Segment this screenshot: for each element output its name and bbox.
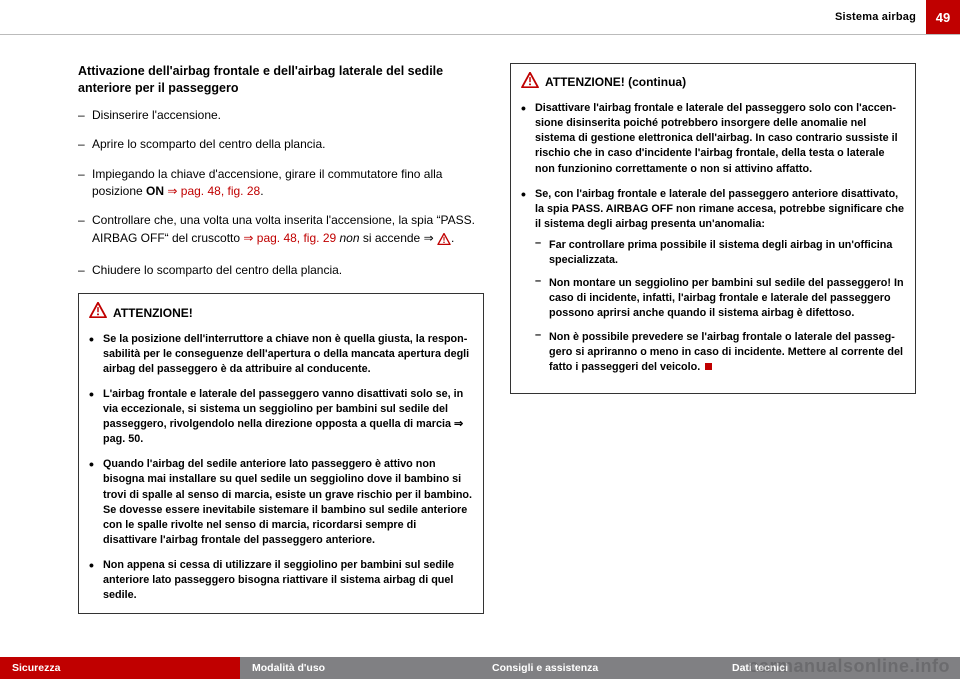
manual-page: Sistema airbag 49 Attivazione dell'airba… <box>0 0 960 679</box>
warning-text: Non è possibile prevedere se l'airbag fr… <box>549 331 903 373</box>
step-item: Impiegando la chiave d'accensione, girar… <box>78 166 484 201</box>
footer-tab-label: Dati tecnici <box>732 662 788 674</box>
step-text: . <box>451 231 454 245</box>
left-column: Attivazione dell'airbag frontale e dell'… <box>78 63 484 651</box>
step-text: Impiegando la chiave d'accensione, girar… <box>92 167 442 198</box>
warning-text: Se, con l'airbag frontale e laterale del… <box>535 188 904 230</box>
page-ref: pag. 48, fig. 28 <box>181 184 260 198</box>
warning-text: . <box>140 433 143 445</box>
step-text: Chiudere lo scomparto del centro della p… <box>92 263 342 277</box>
step-item: Controllare che, una volta una volta ins… <box>78 212 484 250</box>
step-item: Aprire lo scomparto del centro della pla… <box>78 136 484 153</box>
footer-tab-label: Consigli e assistenza <box>492 662 598 674</box>
footer-tab-dati[interactable]: Dati tecnici <box>720 657 960 679</box>
warning-subitem: Non montare un seggiolino per bambini su… <box>535 276 905 321</box>
page-number-badge: 49 <box>926 0 960 34</box>
warning-list: Disattivare l'airbag frontale e laterale… <box>521 101 905 375</box>
warning-text: Non montare un seggiolino per bambini su… <box>549 277 904 319</box>
warning-text: L'airbag frontale e laterale del passegg… <box>103 388 463 430</box>
warning-item: Disattivare l'airbag frontale e laterale… <box>521 101 905 177</box>
step-text: . <box>260 184 263 198</box>
warning-text: Quando l'airbag del sedile anteriore lat… <box>103 458 472 546</box>
warning-text: Se la posizione dell'interruttore a chia… <box>103 333 469 375</box>
step-bold: ON <box>146 184 164 198</box>
warning-text: Far controllare prima possibile il siste… <box>549 239 892 266</box>
warning-subitem: Far controllare prima possibile il siste… <box>535 238 905 268</box>
warning-item: Quando l'airbag del sedile anteriore lat… <box>89 457 473 548</box>
warning-text: Disattivare l'airbag frontale e laterale… <box>535 102 898 174</box>
page-number: 49 <box>936 10 950 25</box>
step-text: Disinserire l'accensione. <box>92 108 221 122</box>
warning-item: L'airbag frontale e laterale del passegg… <box>89 387 473 447</box>
step-item: Chiudere lo scomparto del centro della p… <box>78 262 484 279</box>
content-area: Attivazione dell'airbag frontale e dell'… <box>0 35 960 657</box>
page-ref: pag. 50 <box>103 433 140 445</box>
warning-box: ATTENZIONE! Se la posizione dell'interru… <box>78 293 484 614</box>
step-list: Disinserire l'accensione. Aprire lo scom… <box>78 107 484 280</box>
section-title: Sistema airbag <box>835 11 916 23</box>
page-header: Sistema airbag 49 <box>0 0 960 34</box>
warning-list: Se la posizione dell'interruttore a chia… <box>89 332 473 604</box>
right-column: ATTENZIONE! (continua) Disattivare l'air… <box>510 63 916 651</box>
warning-subitem: Non è possibile prevedere se l'airbag fr… <box>535 330 905 375</box>
subsection-heading: Attivazione dell'airbag frontale e dell'… <box>78 63 484 97</box>
step-italic: non <box>336 231 359 245</box>
step-item: Disinserire l'accensione. <box>78 107 484 124</box>
warning-triangle-icon <box>521 72 539 93</box>
arrow: ⇒ <box>164 184 181 198</box>
step-text: si accende ⇒ <box>360 231 437 245</box>
step-text: Aprire lo scomparto del centro della pla… <box>92 137 325 151</box>
warning-text: Non appena si cessa di utilizzare il seg… <box>103 559 454 601</box>
page-ref: pag. 48, fig. 29 <box>257 231 336 245</box>
warning-triangle-icon <box>437 233 451 250</box>
warning-item: Se la posizione dell'interruttore a chia… <box>89 332 473 377</box>
footer-tab-consigli[interactable]: Consigli e assistenza <box>480 657 720 679</box>
footer-tab-sicurezza[interactable]: Sicurezza <box>0 657 240 679</box>
warning-box-continued: ATTENZIONE! (continua) Disattivare l'air… <box>510 63 916 394</box>
footer-tabs: Sicurezza Modalità d'uso Consigli e assi… <box>0 657 960 679</box>
warning-box-title: ATTENZIONE! (continua) <box>545 74 686 91</box>
warning-item: Non appena si cessa di utilizzare il seg… <box>89 558 473 603</box>
footer-tab-label: Sicurezza <box>12 662 60 674</box>
warning-box-title: ATTENZIONE! <box>113 305 193 322</box>
arrow: ⇒ <box>243 231 256 245</box>
warning-box-header: ATTENZIONE! <box>89 302 473 323</box>
footer-tab-modalita[interactable]: Modalità d'uso <box>240 657 480 679</box>
warning-sublist: Far controllare prima possibile il siste… <box>535 238 905 375</box>
warning-triangle-icon <box>89 302 107 323</box>
end-of-topic-icon <box>705 363 712 370</box>
warning-box-header: ATTENZIONE! (continua) <box>521 72 905 93</box>
footer-tab-label: Modalità d'uso <box>252 662 325 674</box>
warning-item: Se, con l'airbag frontale e laterale del… <box>521 187 905 375</box>
